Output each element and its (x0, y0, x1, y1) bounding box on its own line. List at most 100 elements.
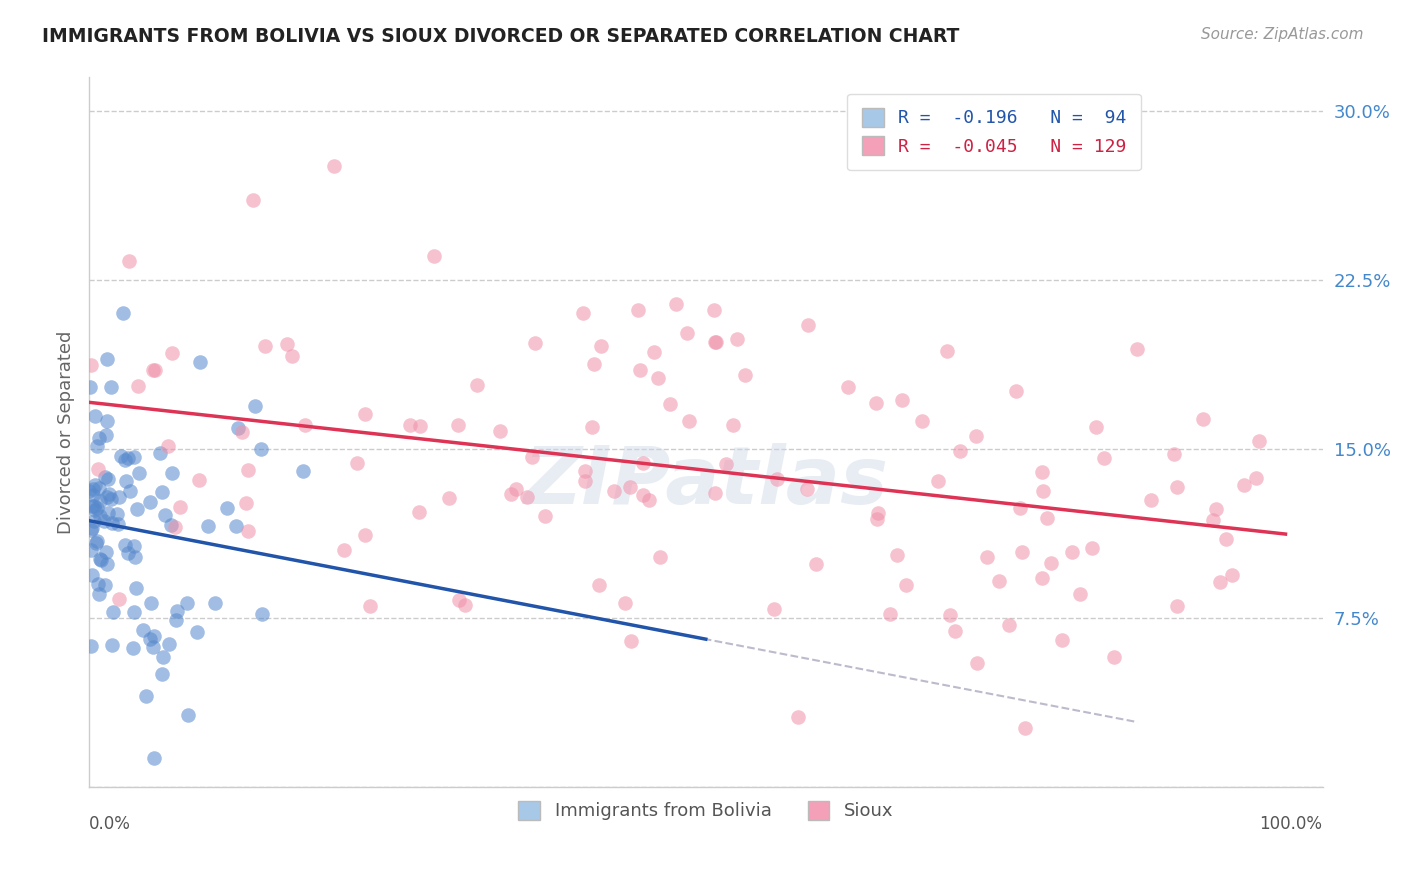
Point (276, 336, 298, 351)
Point (117, 450, 139, 465)
Point (188, 473, 211, 487)
Point (353, 527, 375, 541)
Point (583, 357, 606, 371)
Point (1060, 545, 1083, 559)
Point (127, 501, 149, 516)
Point (501, 487, 523, 501)
Point (90, 552, 112, 566)
Point (82, 487, 104, 501)
Point (79, 483, 101, 498)
Point (107, 517, 129, 532)
Point (588, 578, 610, 592)
Point (245, 399, 267, 413)
Point (96, 557, 118, 571)
Point (489, 424, 512, 438)
Text: 100.0%: 100.0% (1260, 815, 1323, 833)
Point (676, 326, 699, 340)
Point (465, 377, 488, 392)
Point (1031, 466, 1053, 480)
Point (226, 420, 249, 434)
Point (353, 407, 375, 421)
Point (165, 520, 187, 534)
Point (911, 414, 934, 428)
Point (1166, 599, 1188, 613)
Point (806, 557, 828, 571)
Point (97, 487, 120, 501)
Point (86, 439, 108, 453)
Point (988, 574, 1011, 588)
Point (879, 607, 901, 621)
Point (1039, 556, 1062, 570)
Point (1011, 545, 1033, 559)
Y-axis label: Divorced or Separated: Divorced or Separated (58, 331, 75, 534)
Point (534, 508, 557, 523)
Point (936, 344, 959, 359)
Point (97, 506, 120, 520)
Point (188, 355, 211, 369)
Point (250, 442, 273, 457)
Point (142, 640, 165, 654)
Legend: Immigrants from Bolivia, Sioux: Immigrants from Bolivia, Sioux (512, 794, 900, 828)
Point (125, 581, 148, 595)
Point (516, 490, 538, 504)
Point (108, 490, 131, 504)
Point (143, 751, 166, 765)
Point (1032, 484, 1054, 499)
Point (236, 463, 259, 477)
Point (231, 425, 253, 439)
Point (943, 624, 966, 638)
Point (82, 482, 104, 496)
Point (1005, 384, 1028, 399)
Point (631, 456, 654, 470)
Point (139, 596, 162, 610)
Point (122, 605, 145, 619)
Point (122, 641, 145, 656)
Point (166, 604, 188, 618)
Point (160, 346, 183, 360)
Point (890, 393, 912, 408)
Point (204, 596, 226, 610)
Text: 0.0%: 0.0% (89, 815, 131, 833)
Point (408, 505, 430, 519)
Point (704, 486, 727, 500)
Point (84, 409, 107, 423)
Point (122, 450, 145, 465)
Point (150, 667, 173, 681)
Point (734, 368, 756, 382)
Point (399, 418, 422, 433)
Text: Source: ZipAtlas.com: Source: ZipAtlas.com (1201, 27, 1364, 42)
Point (250, 607, 273, 621)
Point (423, 249, 446, 263)
Point (703, 302, 725, 317)
Point (111, 306, 134, 320)
Point (165, 613, 187, 627)
Point (186, 624, 208, 639)
Point (86, 534, 108, 549)
Point (97, 472, 120, 486)
Point (150, 485, 173, 500)
Point (602, 484, 624, 499)
Point (665, 297, 688, 311)
Point (80, 499, 103, 513)
Point (650, 549, 672, 564)
Point (86, 501, 108, 516)
Point (866, 512, 889, 526)
Point (1084, 420, 1107, 434)
Point (162, 467, 184, 481)
Point (837, 380, 859, 394)
Point (1092, 450, 1115, 465)
Point (454, 598, 477, 612)
Point (152, 649, 174, 664)
Point (637, 492, 659, 507)
Point (927, 474, 949, 488)
Point (359, 599, 381, 614)
Point (581, 419, 603, 434)
Point (1232, 477, 1254, 491)
Point (89, 587, 111, 601)
Point (87, 577, 110, 591)
Point (763, 602, 786, 616)
Point (138, 632, 160, 646)
Point (238, 524, 260, 539)
Point (323, 159, 346, 173)
Point (627, 302, 650, 317)
